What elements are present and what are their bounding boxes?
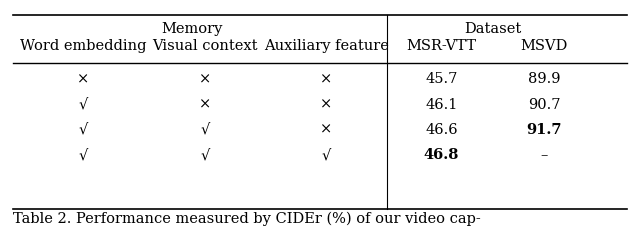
Text: Memory: Memory	[161, 22, 223, 35]
Text: 90.7: 90.7	[528, 97, 560, 111]
Text: ×: ×	[198, 72, 211, 86]
Text: 91.7: 91.7	[526, 123, 562, 136]
Text: ×: ×	[320, 97, 333, 111]
Text: MSVD: MSVD	[520, 39, 568, 53]
Text: √: √	[79, 97, 88, 111]
Text: ×: ×	[77, 72, 90, 86]
Text: Visual context: Visual context	[152, 39, 257, 53]
Text: Auxiliary feature: Auxiliary feature	[264, 39, 389, 53]
Text: √: √	[79, 148, 88, 161]
Text: 46.6: 46.6	[426, 123, 458, 136]
Text: 45.7: 45.7	[426, 72, 458, 86]
Text: 89.9: 89.9	[528, 72, 560, 86]
Text: √: √	[322, 148, 331, 161]
Text: √: √	[200, 148, 209, 161]
Text: ×: ×	[320, 72, 333, 86]
Text: 46.8: 46.8	[424, 148, 460, 161]
Text: ×: ×	[198, 97, 211, 111]
Text: –: –	[540, 148, 548, 161]
Text: Table 2. Performance measured by CIDEr (%) of our video cap-: Table 2. Performance measured by CIDEr (…	[13, 210, 481, 225]
Text: √: √	[79, 123, 88, 136]
Text: ×: ×	[320, 123, 333, 136]
Text: 46.1: 46.1	[426, 97, 458, 111]
Text: Word embedding: Word embedding	[20, 39, 147, 53]
Text: Dataset: Dataset	[464, 22, 522, 35]
Text: √: √	[200, 123, 209, 136]
Text: MSR-VTT: MSR-VTT	[406, 39, 477, 53]
